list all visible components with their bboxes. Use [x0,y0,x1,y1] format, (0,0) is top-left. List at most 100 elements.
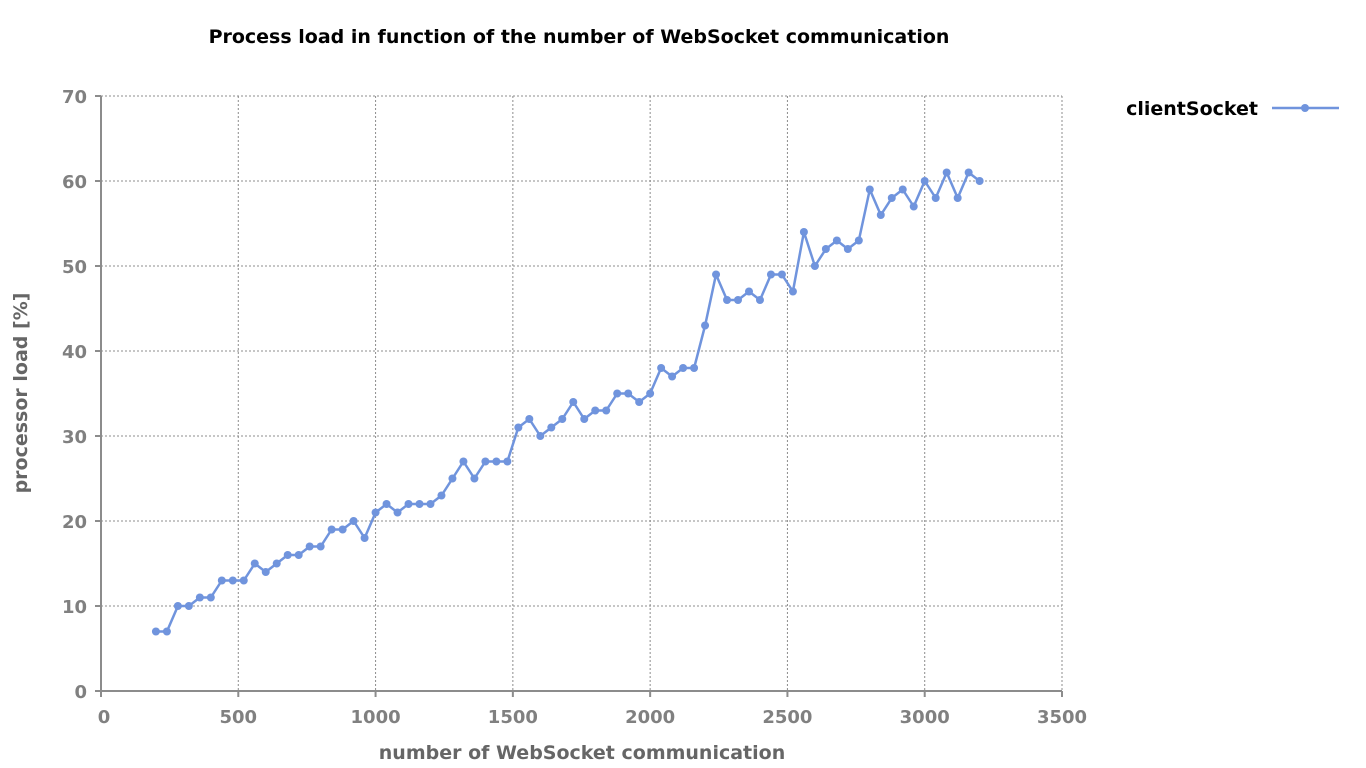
data-point [876,211,885,219]
data-point [195,593,204,602]
x-tick-label: 2000 [625,707,675,728]
data-point [316,542,325,551]
data-point [942,168,951,177]
data-point [723,296,732,304]
data-point [898,185,907,194]
data-point [239,576,248,585]
data-point [755,296,764,304]
data-point [865,185,874,194]
data-point [360,534,369,542]
data-point [250,559,259,568]
data-point [613,389,622,398]
legend-marker-clientsocket [1301,104,1309,112]
data-point [503,457,512,466]
y-tick-label: 30 [62,427,87,448]
x-ticks: 0 500 1000 1500 2000 2500 3000 3500 [98,691,1087,728]
x-tick-label: 1000 [351,707,401,728]
x-tick-label: 2500 [762,707,812,728]
data-point [887,194,896,202]
x-axis-label: number of WebSocket communication [379,742,785,764]
data-point [569,398,578,406]
data-point [821,245,830,253]
data-point [624,389,633,398]
data-point [668,372,677,381]
data-point [371,508,380,517]
data-point [327,525,336,534]
data-point [712,270,721,279]
data-point [558,415,567,423]
series-line-clientsocket [155,171,981,633]
data-point [437,491,446,500]
data-point [228,576,237,585]
x-tick-label: 3500 [1037,707,1087,728]
data-point [206,593,215,602]
data-point [305,542,314,551]
y-tick-label: 40 [62,342,87,363]
data-point [843,245,852,253]
data-point [217,576,226,585]
data-point [766,270,775,279]
series-layer [151,168,984,636]
chart-title: Process load in function of the number o… [209,26,950,48]
data-point [799,228,808,236]
data-point [777,270,786,279]
data-point [810,262,819,270]
data-point [547,423,556,432]
data-point [162,627,171,636]
legend: clientSocket [1126,98,1339,120]
data-point [151,627,160,636]
data-point [404,500,413,508]
data-point [382,500,391,508]
axes [100,96,1062,692]
data-point [690,364,699,372]
y-tick-label: 10 [62,597,87,618]
data-point [744,287,753,296]
data-point [514,423,523,432]
data-point [448,474,457,483]
data-point [426,500,435,508]
data-point [975,177,984,185]
grid [101,95,1063,691]
y-tick-label: 20 [62,512,87,533]
data-point [261,568,270,576]
y-tick-label: 70 [62,87,87,108]
data-point [415,500,424,508]
y-tick-label: 50 [62,257,87,278]
y-axis-label: processor load [%] [10,293,32,494]
y-tick-label: 60 [62,172,87,193]
data-point [931,194,940,202]
data-point [734,296,743,304]
x-tick-label: 1500 [488,707,538,728]
data-point [854,236,863,245]
data-point [272,559,281,568]
data-point [525,415,534,423]
data-point [459,457,468,466]
data-point [646,389,655,398]
data-point [283,551,292,559]
data-point [909,202,918,211]
x-tick-label: 0 [98,707,111,728]
data-point [536,432,545,440]
legend-label-clientsocket: clientSocket [1126,98,1258,120]
data-point [953,194,962,202]
data-point [173,602,182,610]
data-point [602,406,611,415]
data-point [701,321,710,330]
data-point [635,398,644,406]
data-point [349,517,358,525]
data-point [832,236,841,245]
data-point [393,508,402,517]
data-point [591,406,600,415]
data-point [184,602,193,610]
data-point [920,177,929,185]
data-point [580,415,589,423]
data-point [657,364,666,372]
y-tick-label: 0 [74,682,87,703]
x-tick-label: 3000 [900,707,950,728]
data-point [294,551,303,559]
data-point [964,168,973,177]
data-point [470,474,479,483]
data-point [679,364,688,372]
data-point [492,457,501,466]
